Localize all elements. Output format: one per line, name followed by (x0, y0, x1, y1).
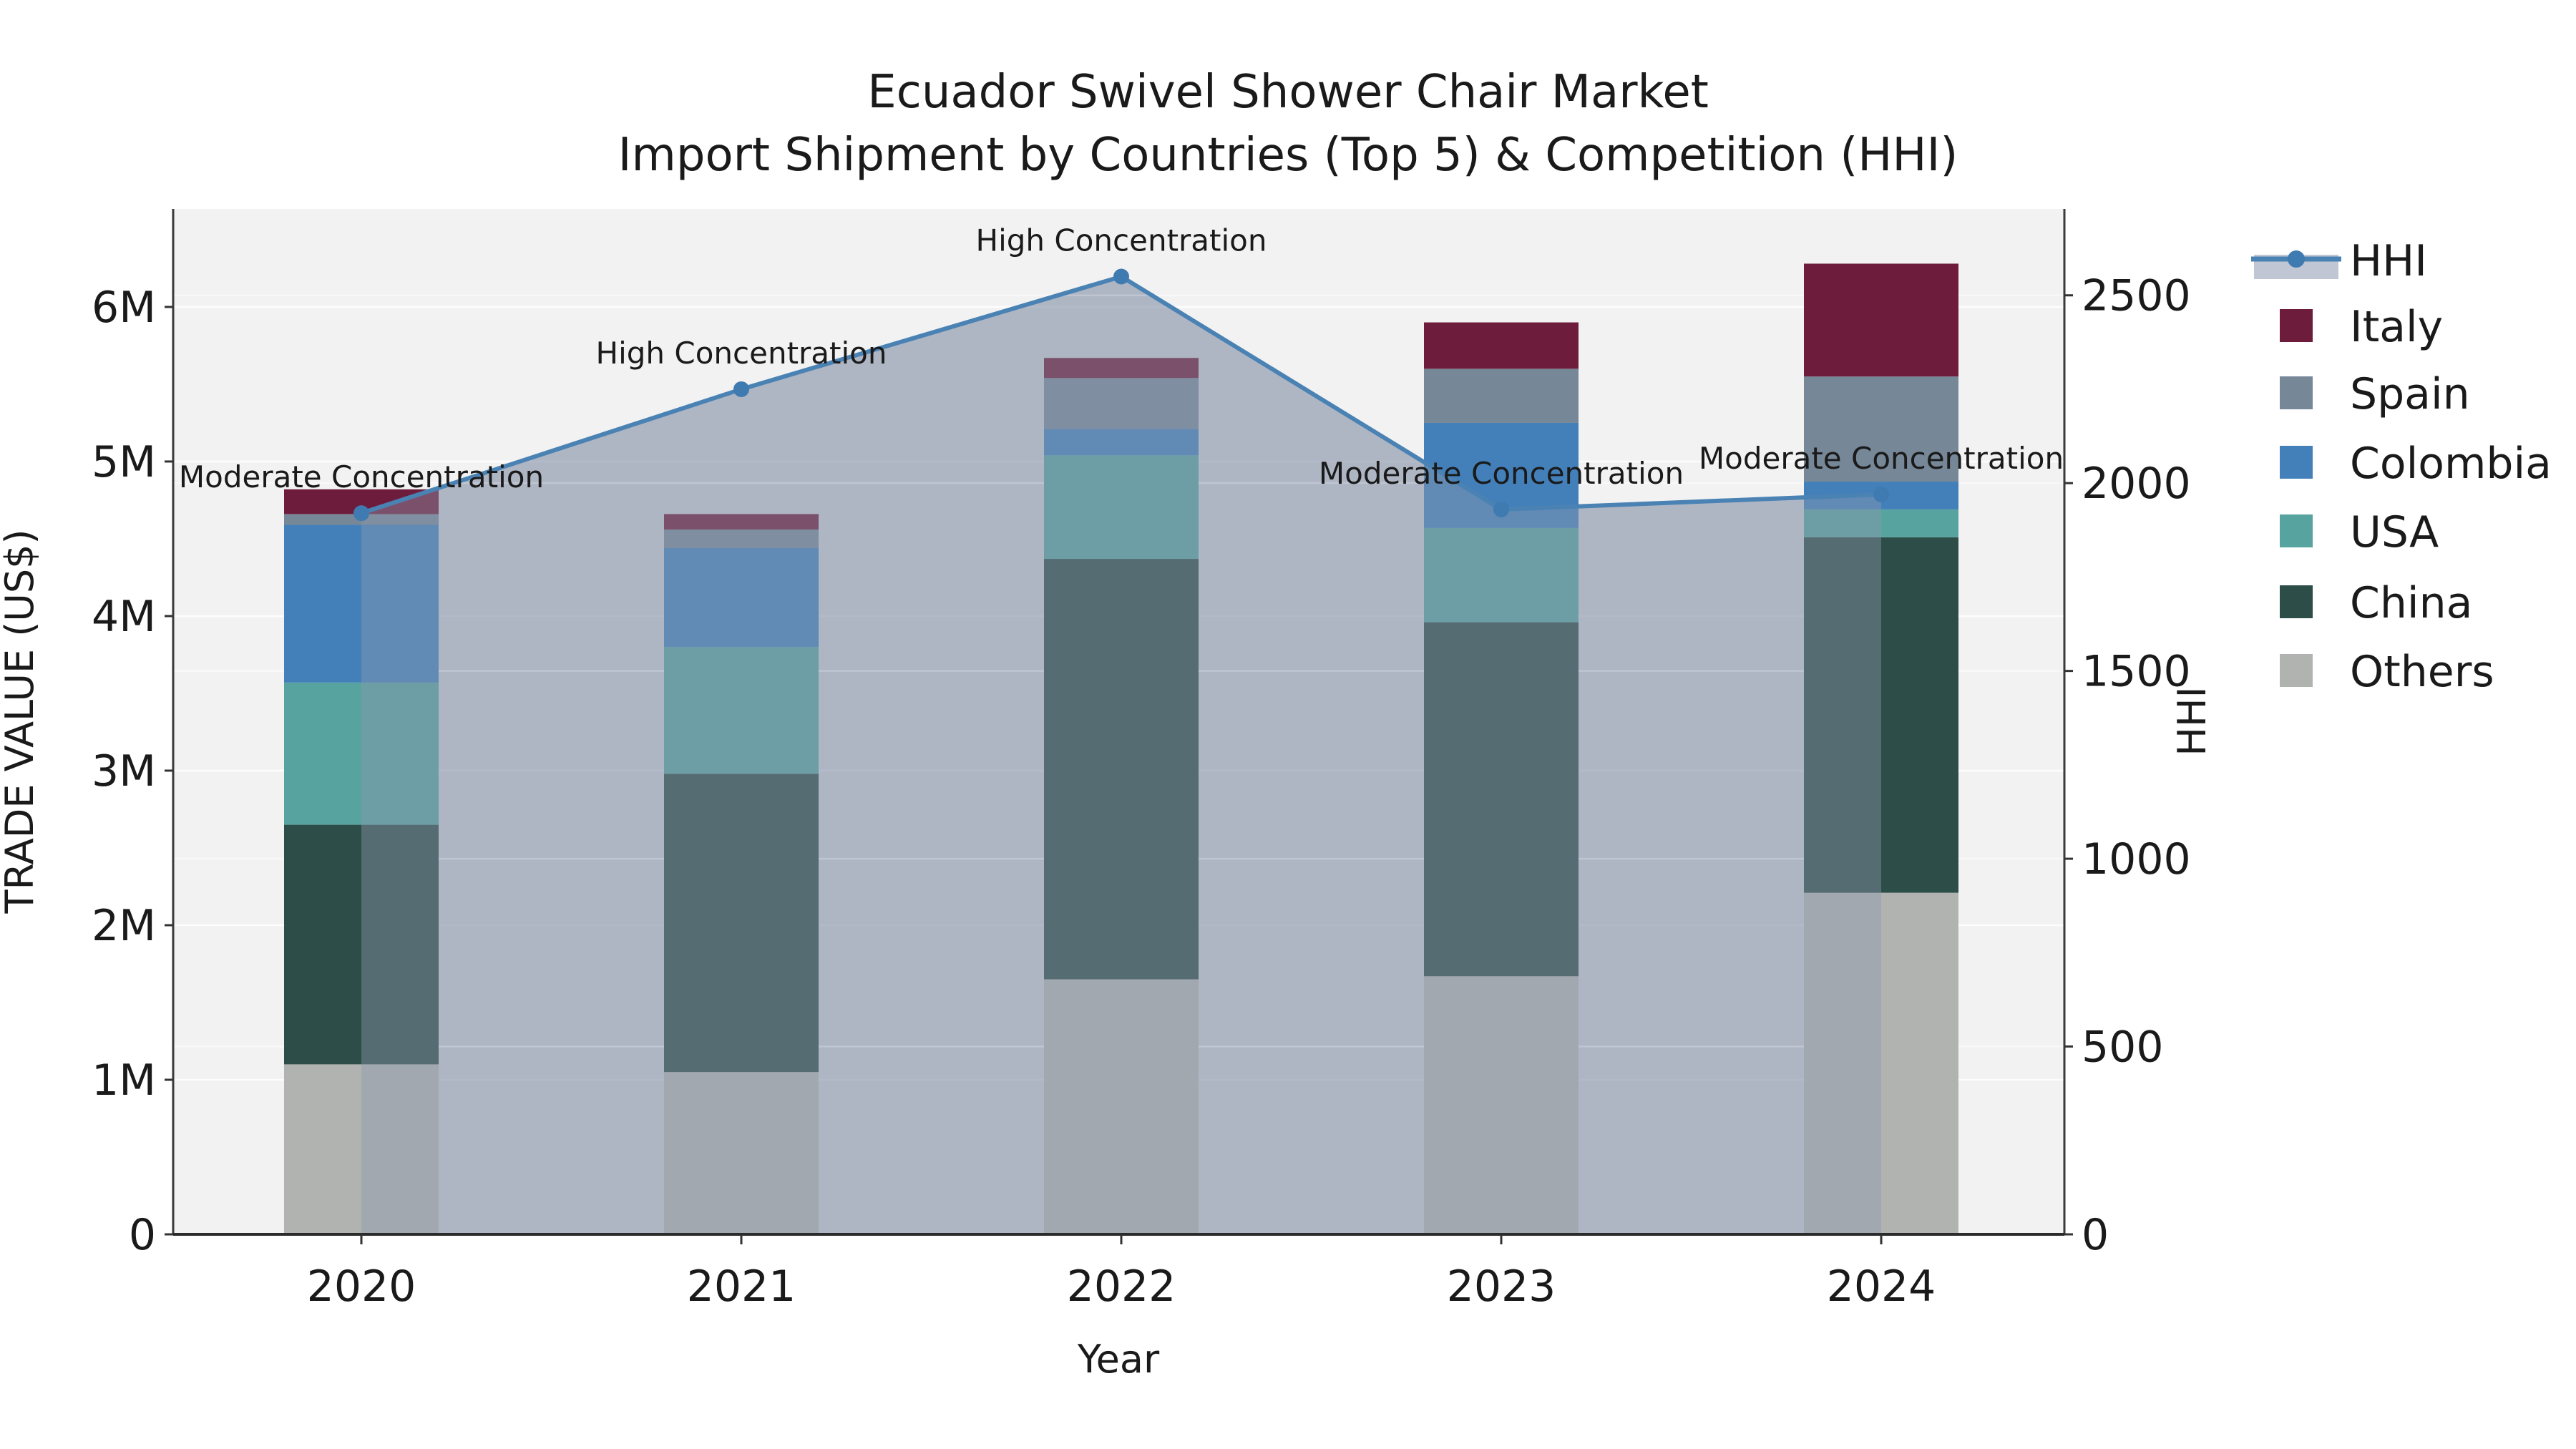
hhi-marker-2024 (1873, 486, 1889, 502)
y-left-tick-label: 2M (92, 901, 156, 951)
plot-area: 0 1M 2M 3M 4M 5M 6M 0 500 1000 1500 2000 2500 2020 202… (92, 209, 2191, 1312)
annotation-2020: Moderate Concentration (179, 459, 544, 494)
bar-segment-2021-others (664, 1072, 819, 1234)
x-tick-label-2023: 2023 (1447, 1262, 1556, 1312)
bar-segment-2020-china (284, 824, 439, 1065)
x-tick-label-2020: 2020 (307, 1262, 416, 1312)
y-right-tick-label: 0 (2082, 1210, 2109, 1260)
y-right-tick-label: 500 (2082, 1023, 2164, 1073)
bar-segment-2023-spain (1424, 369, 1579, 423)
x-tick-label-2021: 2021 (687, 1262, 796, 1312)
y-right-tick-label: 1500 (2082, 647, 2191, 697)
x-tick-label-2024: 2024 (1827, 1262, 1936, 1312)
bar-segment-2024-spain (1804, 376, 1958, 482)
legend-swatch-usa (2280, 514, 2313, 547)
bar-segment-2023-italy (1424, 322, 1579, 369)
bar-segment-2021-italy (664, 514, 819, 530)
x-tick-label-2022: 2022 (1067, 1262, 1176, 1312)
hhi-marker-2021 (733, 381, 749, 397)
y-left-tick-label: 1M (92, 1055, 156, 1106)
y-axis-title-left: TRADE VALUE (US$) (0, 529, 42, 914)
y-left-tick-label: 0 (129, 1210, 156, 1260)
bar-segment-2022-spain (1044, 378, 1199, 429)
y-axis-title-right: HHI (2170, 686, 2215, 756)
chart-title-line1: Ecuador Swivel Shower Chair Market (867, 66, 1709, 119)
y-left-tick-label: 6M (92, 283, 156, 333)
legend-label-colombia: Colombia (2350, 439, 2552, 489)
bar-segment-2023-china (1424, 622, 1579, 977)
legend-label-china: China (2350, 578, 2472, 628)
bar-segment-2022-others (1044, 979, 1199, 1234)
y-left-tick-label: 3M (92, 746, 156, 796)
legend-swatch-colombia (2280, 446, 2313, 479)
bar-segment-2024-usa (1804, 509, 1958, 537)
legend-label-spain: Spain (2350, 369, 2470, 419)
legend-swatch-spain (2280, 376, 2313, 409)
annotation-2024: Moderate Concentration (1699, 441, 2064, 476)
bar-segment-2023-usa (1424, 527, 1579, 623)
y-right-tick-label: 1000 (2082, 834, 2191, 884)
annotation-2023: Moderate Concentration (1319, 456, 1684, 491)
bar-segment-2023-others (1424, 976, 1579, 1234)
y-left-tick-label: 4M (92, 592, 156, 642)
legend: HHI Italy Spain Colombia USA China Others (2251, 236, 2552, 697)
annotation-2021: High Concentration (596, 336, 887, 371)
legend-hhi-marker-icon (2288, 250, 2305, 268)
hhi-marker-2023 (1493, 501, 1509, 517)
y-right-tick-label: 2500 (2082, 271, 2191, 321)
legend-label-others: Others (2350, 647, 2494, 697)
bar-segment-2024-italy (1804, 263, 1958, 377)
bar-segment-2022-italy (1044, 358, 1199, 379)
legend-label-italy: Italy (2350, 302, 2443, 352)
annotation-2022: High Concentration (976, 223, 1267, 258)
hhi-marker-2022 (1113, 268, 1129, 285)
bar-segment-2020-others (284, 1064, 439, 1234)
bar-segment-2022-usa (1044, 455, 1199, 560)
bar-segment-2021-china (664, 774, 819, 1073)
legend-label-usa: USA (2350, 507, 2439, 557)
legend-swatch-china (2280, 585, 2313, 618)
bar-segment-2021-spain (664, 530, 819, 548)
bar-segment-2021-colombia (664, 547, 819, 648)
bar-segment-2022-colombia (1044, 429, 1199, 456)
y-left-tick-label: 5M (92, 437, 156, 487)
legend-swatch-italy (2280, 309, 2313, 342)
legend-swatch-others (2280, 654, 2313, 687)
y-right-tick-label: 2000 (2082, 459, 2191, 509)
hhi-marker-2020 (353, 505, 369, 522)
bar-segment-2020-usa (284, 682, 439, 825)
chart-title-line2: Import Shipment by Countries (Top 5) & C… (618, 129, 1958, 182)
bar-segment-2020-colombia (284, 525, 439, 683)
bar-segment-2024-others (1804, 892, 1958, 1234)
bar-segment-2022-china (1044, 559, 1199, 980)
x-axis-title: Year (1077, 1337, 1160, 1382)
bar-segment-2024-china (1804, 537, 1958, 893)
legend-label-hhi: HHI (2350, 236, 2427, 286)
bar-segment-2021-usa (664, 647, 819, 774)
